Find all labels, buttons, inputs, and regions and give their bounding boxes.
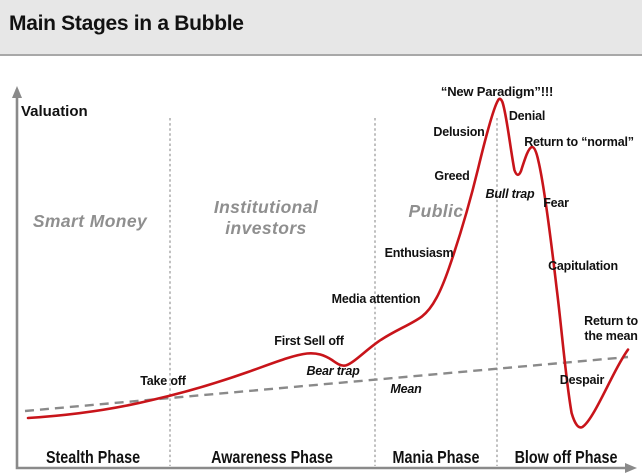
- annotation-greed: Greed: [434, 169, 470, 183]
- annotation-return-to-the-mean: Return to the mean: [584, 314, 638, 343]
- annotation-mean: Mean: [390, 382, 422, 396]
- group-label-public: Public: [408, 201, 464, 221]
- annotation-first-sell-off: First Sell off: [274, 334, 344, 348]
- phase-label-awareness: Awareness Phase: [211, 447, 333, 467]
- xy-axes: [15, 89, 633, 470]
- phase-label-blow-off: Blow off Phase: [514, 447, 618, 467]
- y-axis-arrow-icon: [12, 86, 22, 98]
- valuation-curve: [26, 97, 630, 429]
- x-axis-arrow-icon: [625, 463, 637, 473]
- annotation-new-paradigm: “New Paradigm”!!!: [440, 84, 554, 99]
- mean-dashed-line: [24, 355, 629, 413]
- phase-separator-lines: [169, 118, 498, 466]
- y-axis-label: Valuation: [21, 103, 88, 120]
- phase-label-stealth: Stealth Phase: [45, 447, 141, 467]
- annotation-denial: Denial: [508, 109, 546, 123]
- group-label-smart-money: Smart Money: [32, 211, 148, 231]
- title-bar: Main Stages in a Bubble: [0, 0, 642, 56]
- annotation-take-off: Take off: [140, 374, 186, 388]
- annotation-enthusiasm: Enthusiasm: [384, 246, 454, 260]
- annotation-bull-trap: Bull trap: [485, 187, 535, 201]
- annotation-bear-trap: Bear trap: [306, 364, 360, 378]
- annotation-despair: Despair: [559, 373, 605, 387]
- page-title: Main Stages in a Bubble: [9, 12, 244, 35]
- annotation-capitulation: Capitulation: [548, 259, 618, 273]
- annotation-delusion: Delusion: [433, 125, 485, 139]
- group-label-institutional-investors: Institutional investors: [213, 197, 319, 238]
- annotation-return-to-normal: Return to “normal”: [524, 135, 634, 149]
- annotation-media-attention: Media attention: [331, 292, 421, 306]
- annotation-fear: Fear: [543, 196, 569, 210]
- phase-label-mania: Mania Phase: [392, 447, 480, 467]
